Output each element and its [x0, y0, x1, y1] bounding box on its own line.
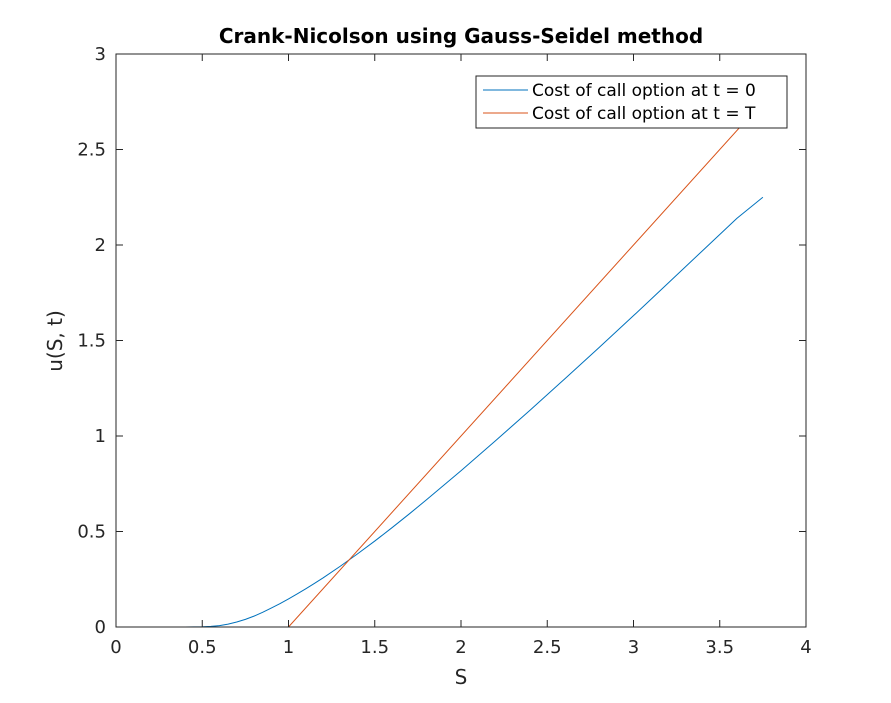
- x-tick-label: 1.5: [360, 637, 389, 658]
- chart-title: Crank-Nicolson using Gauss-Seidel method: [219, 24, 703, 48]
- y-tick-label: 1.5: [77, 331, 106, 352]
- x-axis-label: S: [455, 665, 468, 689]
- series-line-tT: [116, 101, 764, 627]
- x-tick-label: 2: [455, 637, 466, 658]
- x-tick-label: 4: [800, 637, 811, 658]
- x-tick-label: 3.5: [705, 637, 734, 658]
- legend: Cost of call option at t = 0 Cost of cal…: [475, 75, 788, 129]
- y-tick-label: 0.5: [77, 522, 106, 543]
- y-axis-label: u(S, t): [43, 310, 67, 372]
- y-tick-label: 2.5: [77, 140, 106, 161]
- tick-layer: 0 0.5 1 1.5 2 2.5 3 3.5 4 0 0.5 1 1.5 2 2.5 3: [77, 44, 811, 658]
- series-line-t0: [116, 196, 764, 627]
- y-tick-label: 3: [95, 44, 106, 65]
- legend-box: [475, 75, 788, 129]
- x-tick-label: 3: [628, 637, 639, 658]
- x-tick-label: 1: [283, 637, 294, 658]
- axes-background: [116, 54, 806, 627]
- legend-label-tT: Cost of call option at t = T: [532, 104, 756, 124]
- y-tick-label: 0: [95, 617, 106, 638]
- x-tick-label: 2.5: [533, 637, 562, 658]
- legend-label-t0: Cost of call option at t = 0: [532, 81, 756, 101]
- x-tick-label: 0: [110, 637, 121, 658]
- y-tick-label: 1: [95, 426, 106, 447]
- series-layer: [116, 101, 764, 627]
- x-tick-label: 0.5: [188, 637, 217, 658]
- y-tick-label: 2: [95, 235, 106, 256]
